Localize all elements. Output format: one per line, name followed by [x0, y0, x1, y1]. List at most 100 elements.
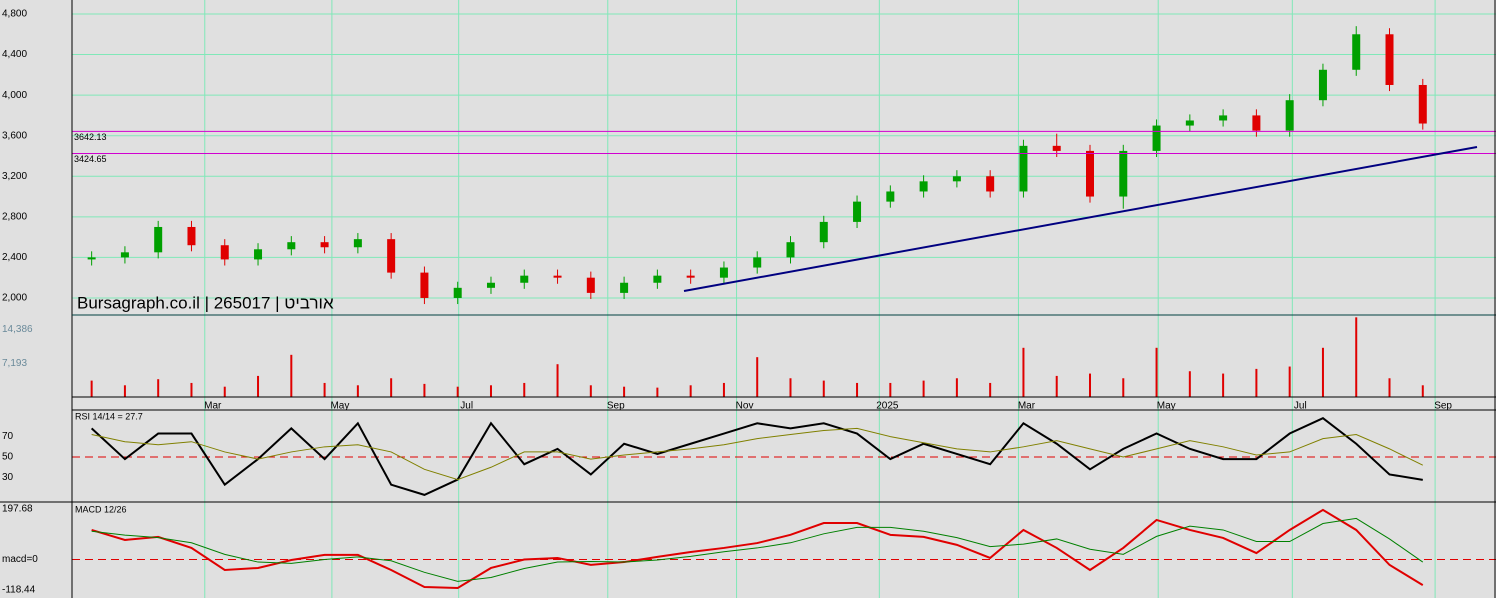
x-tick-label: Mar	[204, 401, 222, 412]
candle-body	[520, 275, 529, 283]
volume-bar	[856, 382, 859, 397]
volume-bar	[656, 387, 659, 397]
candle-body	[919, 181, 928, 192]
volume-bar	[1255, 368, 1258, 397]
candle-body	[287, 242, 296, 250]
volume-bar	[922, 380, 925, 397]
grid	[72, 0, 1496, 598]
candle-body	[320, 242, 329, 248]
y-tick-label: macd=0	[2, 554, 38, 565]
candle-body	[1219, 115, 1228, 121]
volume-bar	[1388, 378, 1391, 397]
trend-line	[683, 146, 1478, 292]
volume-bar	[423, 383, 426, 397]
volume-bar	[157, 379, 160, 397]
volume-bar	[123, 385, 126, 397]
candle-body	[986, 176, 995, 192]
candle-body	[1052, 145, 1061, 151]
candle-body	[719, 267, 728, 278]
candle-body	[886, 191, 895, 202]
x-tick-label: Sep	[1434, 401, 1452, 412]
volume-bar	[356, 385, 359, 397]
candle-body	[786, 242, 795, 258]
candle-body	[1119, 150, 1128, 197]
x-tick-label: Jul	[460, 401, 473, 412]
volume-bar	[489, 385, 492, 397]
candle-body	[1252, 115, 1261, 131]
panel-title: RSI 14/14 = 27.7	[75, 411, 143, 421]
indicator-line	[91, 427, 1424, 481]
volume-bar	[1321, 347, 1324, 397]
volume-bar	[1155, 347, 1158, 397]
volume-bar	[822, 380, 825, 397]
candle-body	[254, 249, 263, 260]
y-tick-label: 14,386	[2, 324, 33, 335]
y-tick-label: 3,200	[2, 171, 27, 182]
candle-body	[686, 275, 695, 278]
candle-body	[120, 252, 129, 258]
candle-body	[553, 275, 562, 278]
y-tick-label: 2,400	[2, 252, 27, 263]
y-tick-label: 2,000	[2, 293, 27, 304]
candle-body	[819, 221, 828, 243]
candle-body	[154, 226, 163, 253]
volume-bar	[1421, 385, 1424, 397]
volume-bar	[456, 386, 459, 397]
volume-bar	[223, 386, 226, 397]
y-tick-label: 7,193	[2, 358, 27, 369]
volume-bar	[789, 378, 792, 397]
candle-body	[1352, 34, 1361, 70]
y-tick-label: 4,400	[2, 49, 27, 60]
candle-body	[853, 201, 862, 222]
y-tick-label: 197.68	[2, 503, 33, 514]
y-tick-label: -118.44	[2, 585, 36, 596]
candle-body	[1318, 69, 1327, 101]
candle-body	[453, 287, 462, 298]
x-tick-label: May	[1157, 401, 1176, 412]
volume-bar	[1122, 378, 1125, 397]
volume-bar	[1188, 371, 1191, 397]
x-tick-label: 2025	[876, 401, 899, 412]
volume-bar	[1222, 373, 1225, 397]
candle-body	[1152, 125, 1161, 151]
candle-body	[586, 277, 595, 293]
volume-bar	[955, 378, 958, 397]
marks	[72, 26, 1496, 589]
volume-bar	[323, 382, 326, 397]
y-tick-label: 2,800	[2, 211, 27, 222]
x-tick-label: Nov	[736, 401, 754, 412]
candle-body	[1285, 100, 1294, 131]
y-tick-label: 3,600	[2, 130, 27, 141]
volume-bar	[989, 382, 992, 397]
candle-body	[1019, 145, 1028, 192]
volume-bar	[589, 385, 592, 397]
y-tick-label: 70	[2, 431, 14, 442]
candle-body	[1418, 84, 1427, 124]
panel-title: MACD 12/26	[75, 504, 127, 514]
level-label: 3642.13	[74, 132, 107, 142]
candle-body	[420, 272, 429, 298]
candle-body	[952, 176, 961, 182]
x-tick-label: Jul	[1294, 401, 1307, 412]
volume-bar	[623, 386, 626, 397]
volume-bar	[689, 385, 692, 397]
candle-body	[1086, 150, 1094, 197]
x-tick-label: Sep	[607, 401, 625, 412]
volume-bar	[1022, 347, 1025, 397]
volume-bar	[889, 382, 892, 397]
candle-body	[486, 282, 495, 288]
indicator-line	[91, 517, 1424, 582]
candle-body	[187, 226, 196, 246]
candle-body	[1385, 34, 1394, 85]
volume-bar	[1089, 373, 1091, 397]
volume-bar	[90, 380, 93, 397]
x-tick-label: May	[330, 401, 349, 412]
watermark: Bursagraph.co.il | 265017 | אורביט	[77, 293, 334, 312]
candle-body	[753, 257, 762, 268]
volume-bar	[1355, 317, 1358, 397]
candle-body	[620, 282, 629, 293]
candle-body	[1185, 120, 1194, 126]
